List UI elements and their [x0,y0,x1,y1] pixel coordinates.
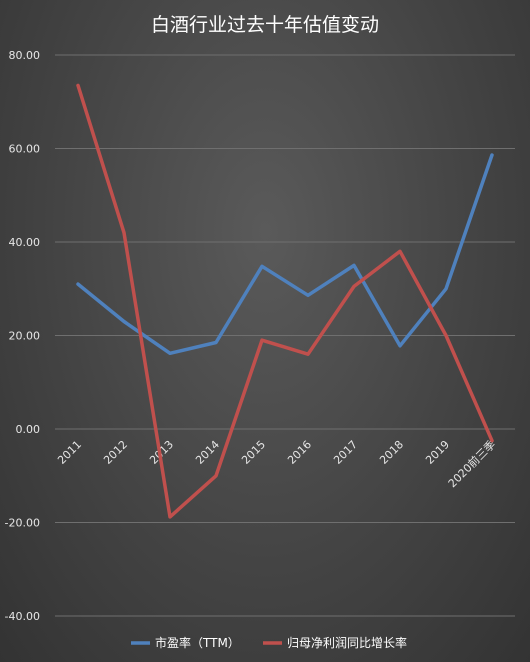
y-axis-ticks: 80.00 60.00 40.00 20.00 0.00 -20.00 -40.00 [5,49,40,623]
y-tick-label: -40.00 [5,610,40,623]
legend-label-pe: 市盈率（TTM） [155,635,240,650]
legend: 市盈率（TTM） 归母净利润同比增长率 [131,635,407,650]
x-tick-label: 2019 [423,438,452,467]
x-tick-label: 2011 [55,438,84,467]
y-tick-label: -20.00 [5,517,40,530]
x-tick-label: 2020前三季 [445,437,498,490]
y-tick-label: 80.00 [9,49,41,62]
x-tick-label: 2017 [331,438,360,467]
x-tick-label: 2018 [377,438,406,467]
x-axis-ticks: 2011 2012 2013 2014 2015 2016 2017 2018 20192020… [55,437,498,490]
y-tick-label: 20.00 [9,330,41,343]
y-tick-label: 60.00 [9,143,41,156]
y-tick-label: 0.00 [16,423,41,436]
series-lines [76,83,494,519]
series-line-pe [76,153,494,356]
x-tick-label: 2016 [285,438,314,467]
x-tick-label: 2015 [239,438,268,467]
chart-title: 白酒行业过去十年估值变动 [151,14,379,36]
y-tick-label: 40.00 [9,236,41,249]
series-line-growth [76,83,494,519]
gridlines [55,54,515,617]
x-tick-label: 2012 [101,438,130,467]
legend-label-growth: 归母净利润同比增长率 [287,635,407,650]
x-tick-label: 2014 [193,438,222,467]
